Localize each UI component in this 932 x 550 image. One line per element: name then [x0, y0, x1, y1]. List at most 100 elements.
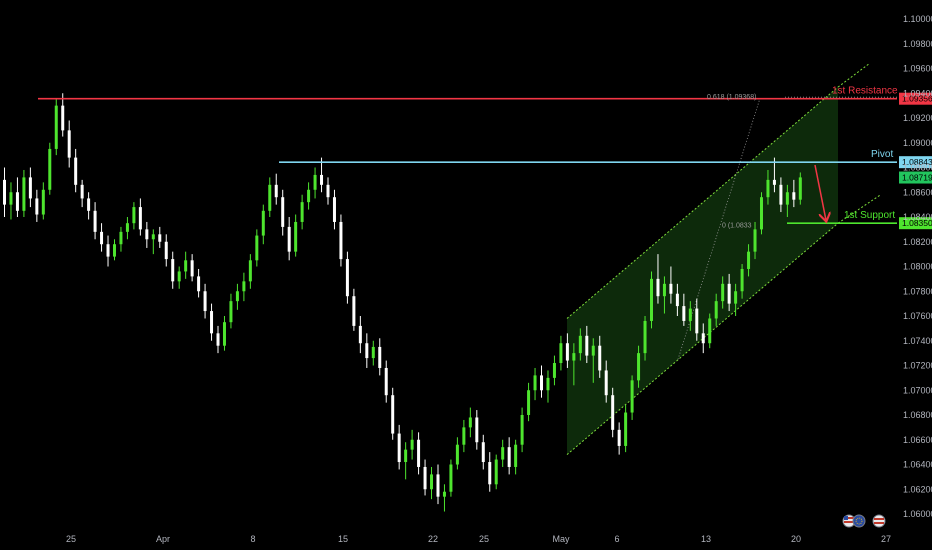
footer-icons [842, 514, 886, 528]
candle-body [430, 474, 434, 490]
candle [171, 251, 175, 289]
x-tick-label: Apr [156, 534, 170, 544]
candle [675, 283, 679, 316]
projection-arrow [814, 164, 826, 220]
candle-body [792, 192, 796, 200]
candle [378, 338, 382, 376]
candle [591, 338, 595, 383]
candle [48, 142, 52, 195]
candle [624, 405, 628, 453]
candle [80, 179, 84, 208]
level-price-tag-text: 1.09356 [902, 94, 932, 104]
candle [307, 182, 311, 210]
candle-body [494, 459, 498, 485]
candle-body [540, 375, 544, 391]
candle-body [552, 363, 556, 378]
candle [721, 276, 725, 309]
candle [268, 177, 272, 217]
x-tick-label: May [552, 534, 570, 544]
candle-body [533, 375, 537, 391]
y-tick-label: 1.06200 [903, 484, 932, 494]
level-price-tag [899, 156, 932, 169]
candle [695, 298, 699, 341]
candle-body [138, 207, 142, 230]
candle [235, 283, 239, 310]
candle [501, 439, 505, 467]
x-tick-label: 25 [479, 534, 489, 544]
candle [61, 93, 65, 137]
level-price-tag-text: 1.08843 [902, 157, 932, 167]
candle-body [261, 210, 265, 236]
candle-body [714, 301, 718, 319]
candle [617, 422, 621, 455]
candle-body [281, 197, 285, 227]
candle-body [15, 192, 19, 211]
candle [682, 293, 686, 326]
level-pivot: Pivot 1.08843 [279, 149, 932, 169]
y-tick-label: 1.07400 [903, 336, 932, 346]
candle [779, 177, 783, 213]
candle-body [468, 417, 472, 428]
candle [138, 198, 142, 236]
candle [404, 442, 408, 480]
candle-body [766, 179, 770, 198]
candle-body [397, 433, 401, 463]
candle-body [132, 207, 136, 224]
candle-body [313, 174, 317, 190]
candle-body [345, 259, 349, 297]
candle [320, 157, 324, 193]
candle-body [656, 278, 660, 297]
candle-body [617, 429, 621, 446]
candle [449, 459, 453, 497]
eu-flag-icon[interactable] [852, 514, 866, 528]
candle-body [158, 234, 162, 242]
candle-body [630, 380, 634, 413]
candle [3, 167, 6, 217]
candle-body [22, 177, 26, 211]
candle-body [326, 184, 330, 198]
y-tick-label: 1.07000 [903, 385, 932, 395]
candle [475, 410, 479, 450]
candle [229, 293, 233, 329]
candle-body [442, 491, 446, 497]
axes: 1.10000 1.09800 1.09600 1.09400 1.09200 1.090… [66, 14, 932, 544]
economic-event-icon[interactable] [872, 514, 886, 528]
candle-body [307, 189, 311, 203]
candle [462, 419, 466, 453]
level-label: Pivot [871, 149, 893, 160]
candle-body [708, 318, 712, 344]
candle [701, 323, 705, 354]
candle [740, 264, 744, 299]
candle [125, 217, 129, 240]
candle-body [475, 417, 479, 443]
candle-body [255, 235, 259, 261]
last-price-tag: 1.08719 [899, 171, 932, 184]
candle-body [785, 192, 789, 205]
candle [326, 177, 330, 205]
candle [274, 173, 278, 205]
candle [520, 407, 524, 453]
candle-body [527, 390, 531, 415]
candle [792, 179, 796, 208]
candle [54, 99, 58, 156]
candle-body [514, 444, 518, 467]
candle-body [404, 449, 408, 463]
candle-body [320, 174, 324, 185]
candle-body [9, 192, 13, 205]
y-tick-label: 1.06600 [903, 435, 932, 445]
candle [35, 189, 39, 222]
y-tick-label: 1.09400 [903, 88, 932, 98]
candle [397, 424, 401, 470]
candle-body [229, 301, 233, 323]
candle [93, 202, 97, 240]
candle-body [546, 377, 550, 391]
candle-body [650, 278, 653, 321]
level-1st-support: 1st Support 1.08350 [787, 210, 932, 230]
candle [798, 172, 802, 205]
candle [145, 221, 149, 248]
candle-body [352, 296, 356, 326]
x-tick-label: 22 [428, 534, 438, 544]
level-price-tag [899, 92, 932, 105]
candle [332, 189, 336, 230]
